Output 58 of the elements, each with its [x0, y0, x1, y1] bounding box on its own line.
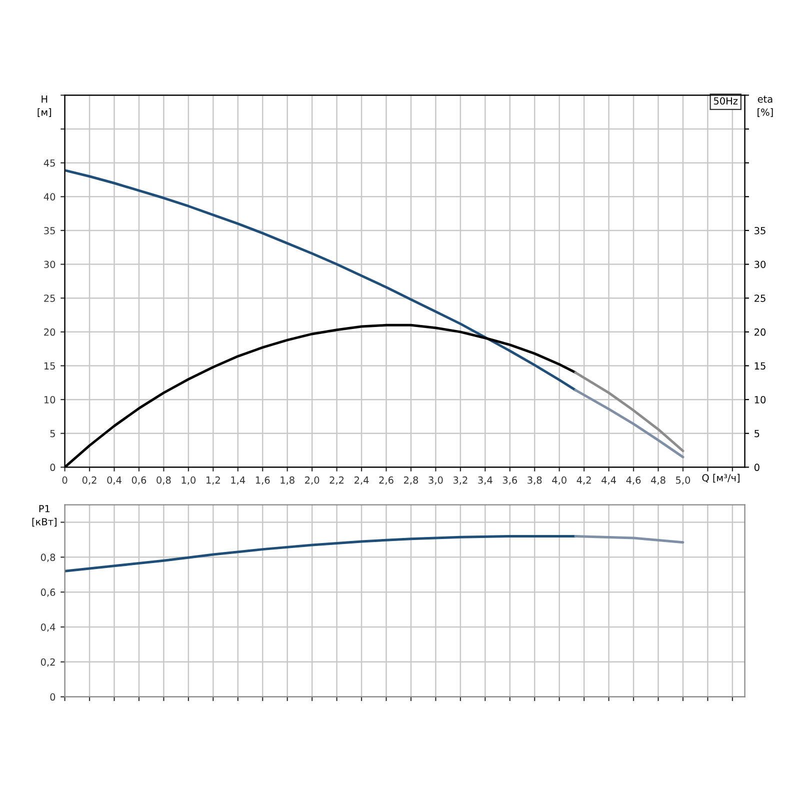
x-tick-label: 3,6 — [502, 476, 518, 485]
y-axis-title: H [м] — [38, 96, 52, 117]
y2-tick-label: 30 — [754, 260, 766, 268]
y-tick-label: 20 — [44, 328, 56, 336]
x-tick-label: 2,4 — [354, 476, 369, 485]
y-tick-label: 0,6 — [40, 588, 56, 597]
y-tick-label: 15 — [44, 362, 55, 370]
x-tick-label: 3,4 — [478, 476, 492, 485]
x-tick-label: 4,6 — [626, 476, 641, 485]
line-series — [574, 371, 684, 452]
x-tick-label: 3,2 — [453, 476, 468, 485]
y2-tick-label: 0 — [754, 464, 760, 472]
y-tick-label: 10 — [44, 396, 56, 404]
x-tick-label: 3,0 — [428, 476, 443, 485]
y-tick-label: 0,4 — [40, 623, 56, 632]
x-tick-label: 2,8 — [404, 476, 418, 485]
x-tick-label: 0 — [62, 476, 68, 484]
x-tick-label: 5,0 — [676, 476, 690, 485]
x-tick-label: 1,6 — [256, 476, 270, 485]
x-tick-label: 4,8 — [651, 476, 666, 485]
annotation: 50Hz — [714, 97, 738, 105]
x-tick-label: 4,2 — [576, 476, 591, 485]
x-tick-label: 1,2 — [206, 476, 220, 485]
x-tick-label: 0,8 — [156, 476, 171, 485]
x-tick-label: 0,4 — [107, 476, 122, 485]
x-tick-label: 4,4 — [602, 476, 616, 485]
x-tick-label: 2,2 — [330, 476, 344, 485]
x-tick-label: 2,0 — [305, 476, 320, 485]
y-tick-label: 5 — [50, 430, 55, 438]
line-series — [64, 534, 577, 572]
x-tick-label: 2,6 — [379, 476, 394, 485]
x-axis-title: Q [м³/ч] — [702, 474, 740, 483]
y-tick-label: 35 — [44, 226, 55, 234]
y-tick-label: 25 — [44, 294, 55, 302]
line-series — [574, 388, 684, 458]
y2-tick-label: 15 — [754, 362, 766, 370]
y-tick-label: 0,8 — [40, 554, 56, 562]
y2-tick-label: 5 — [754, 430, 760, 438]
y-tick-label: 0 — [50, 464, 56, 472]
y-tick-label: 30 — [44, 260, 56, 268]
y-tick-label: 40 — [44, 193, 56, 200]
x-tick-label: 0,2 — [82, 476, 96, 485]
x-tick-label: 3,8 — [528, 476, 542, 485]
x-tick-label: 0,6 — [132, 476, 146, 485]
x-tick-label: 1,8 — [280, 476, 294, 485]
y2-axis-title: eta [%] — [758, 96, 773, 117]
y-axis-title: P1 [кВт] — [32, 505, 56, 527]
x-tick-label: 1,0 — [182, 476, 196, 485]
y2-tick-label: 25 — [754, 294, 766, 302]
x-tick-label: 4,0 — [552, 476, 566, 485]
y-tick-label: 45 — [44, 159, 55, 167]
line-series — [64, 169, 577, 392]
y2-tick-label: 35 — [754, 226, 766, 234]
y2-tick-label: 20 — [754, 328, 766, 336]
y-tick-label: 0,2 — [40, 658, 55, 667]
x-tick-label: 1,4 — [231, 476, 246, 485]
y2-tick-label: 10 — [754, 396, 766, 404]
y-tick-label: 0 — [50, 693, 56, 701]
